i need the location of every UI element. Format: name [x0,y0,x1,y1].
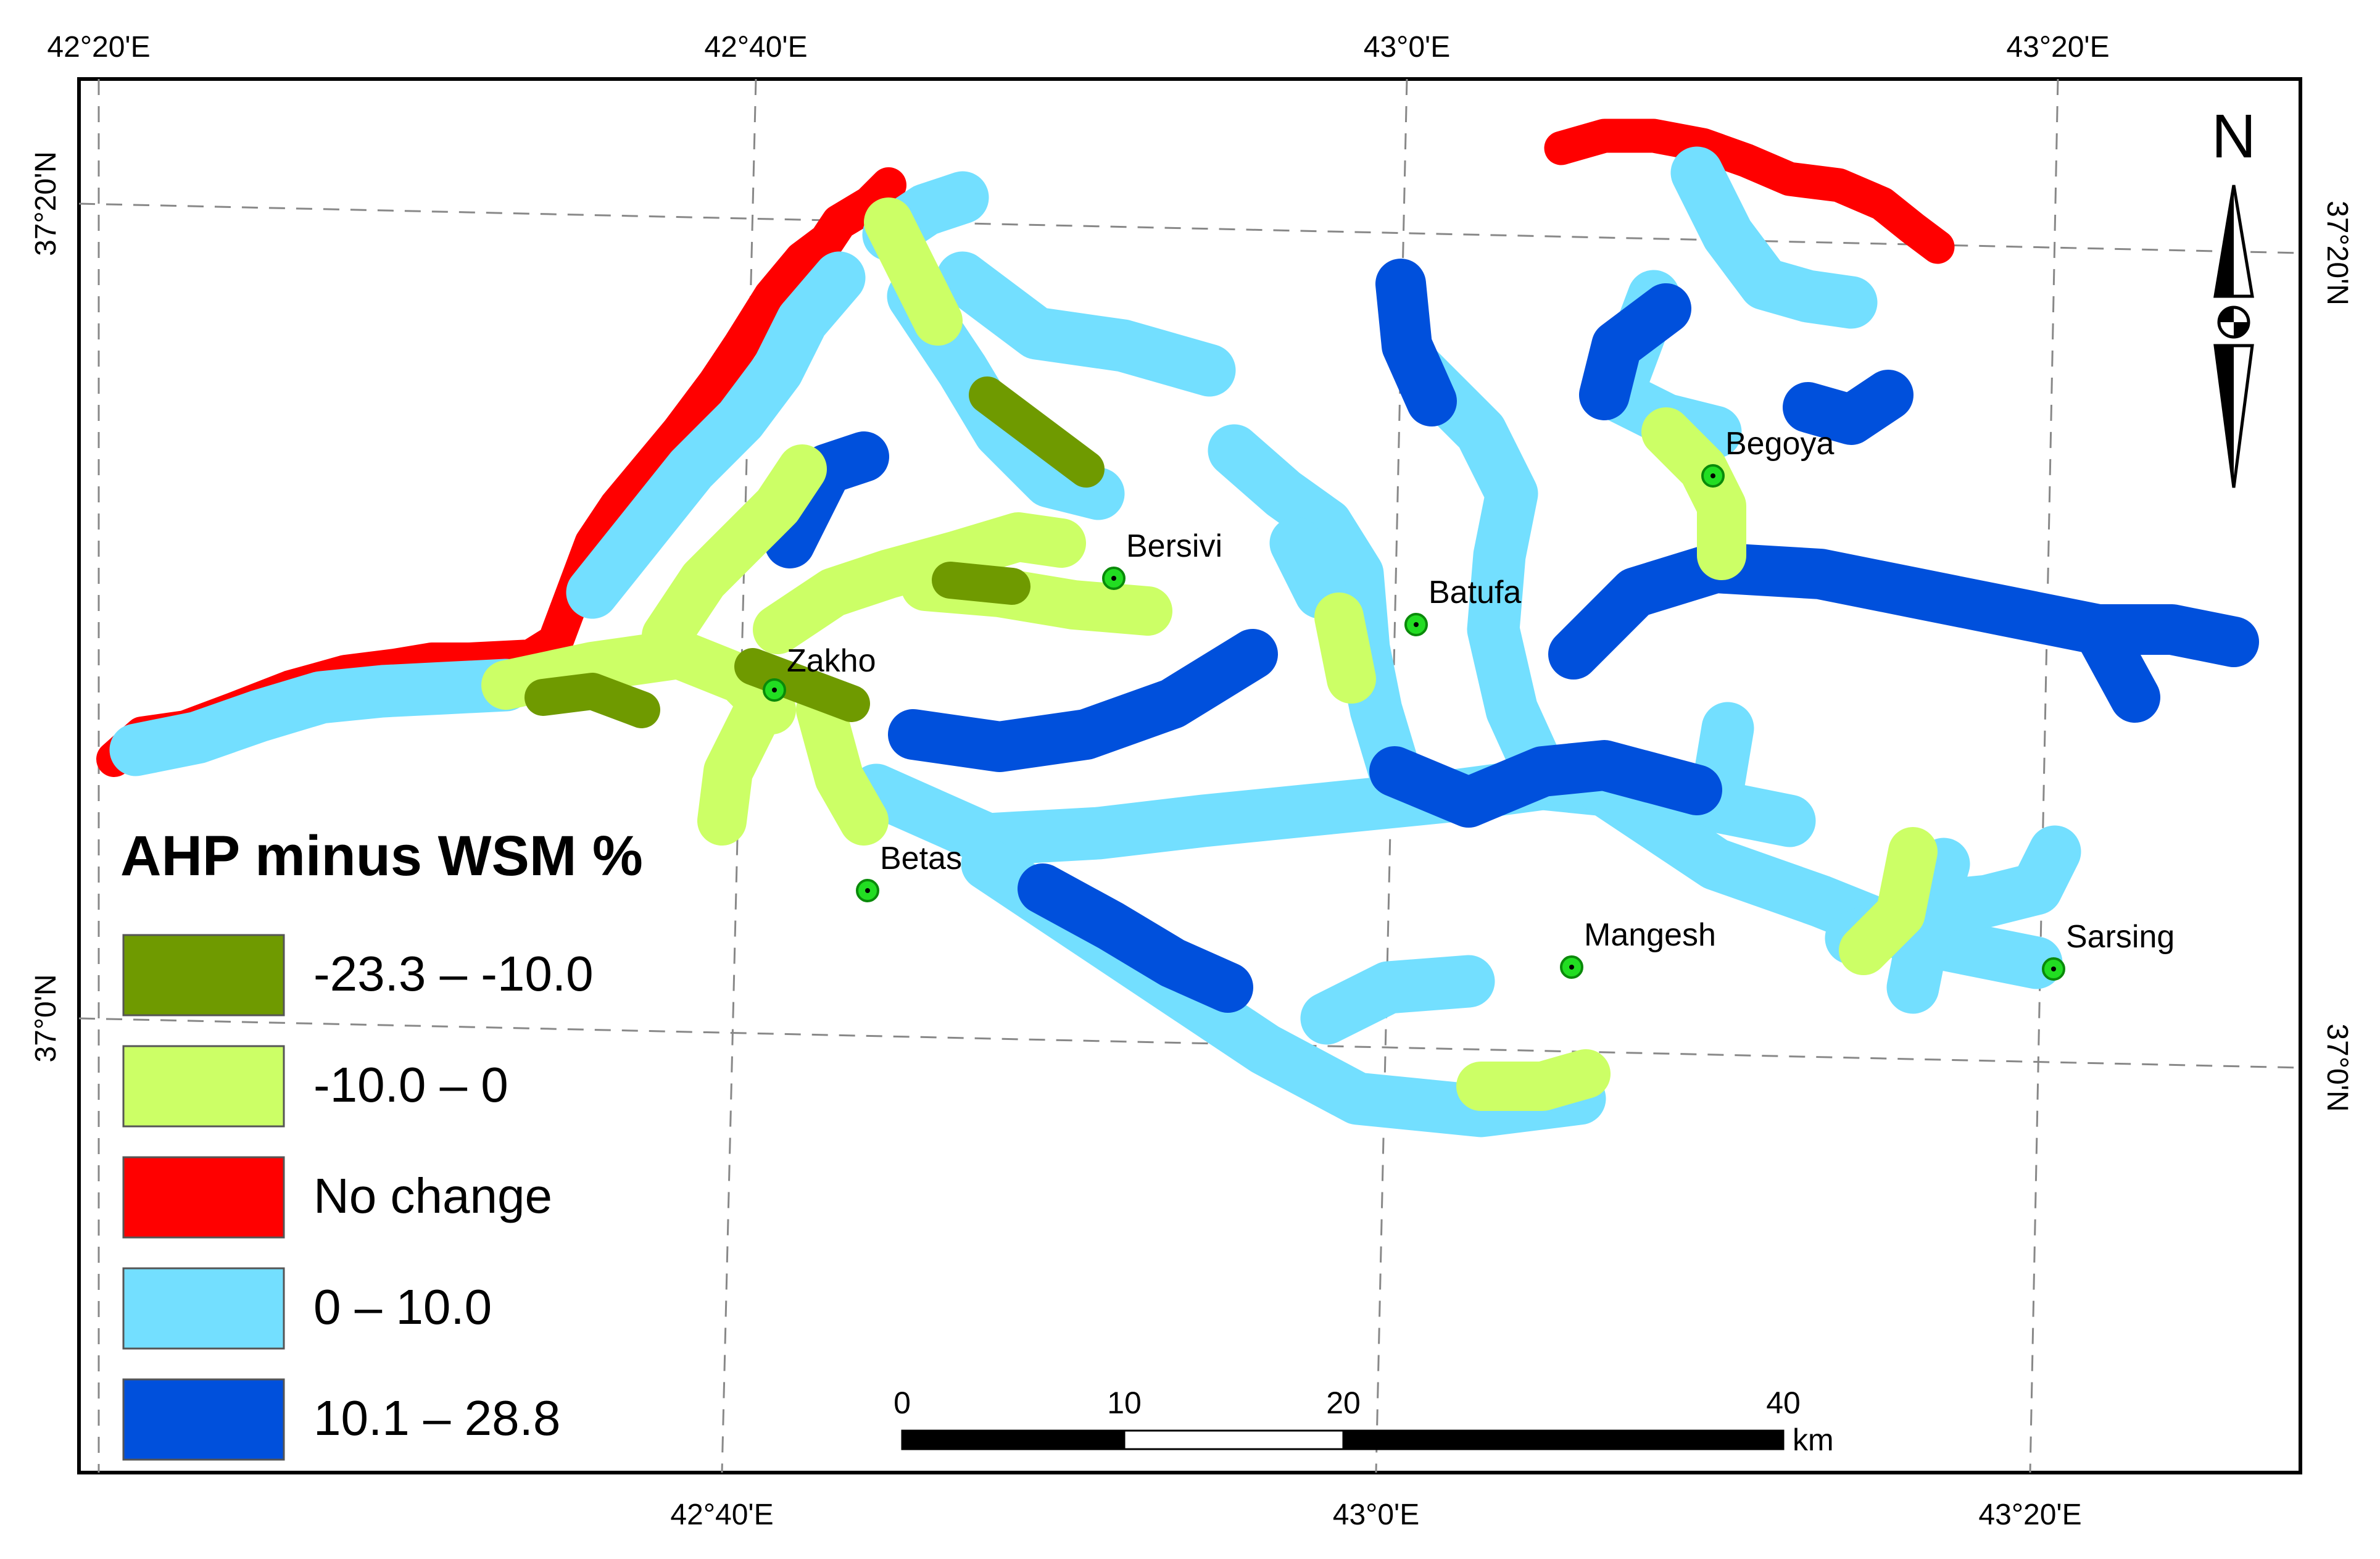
legend-label: 10.1 – 28.8 [313,1391,560,1445]
parallel-37-00 [78,1017,2301,1069]
legend-label: 0 – 10.0 [313,1279,492,1334]
meridian-43-20 [2029,78,2059,1473]
buffer-green-zakho-west [525,673,660,728]
buffer-yg-sarsing-left [1839,827,1938,975]
legend-label: No change [313,1168,552,1223]
place-label-zakho: Zakho [787,643,876,679]
bottom-lon-label: 42°40'E [670,1499,773,1531]
buffer-blue-east-lower [2073,604,2160,723]
buffer-lightblue-west-strip [109,659,533,776]
legend-label: -10.0 – 0 [313,1057,508,1112]
north-arrow-label: N [2212,102,2256,171]
legend-swatch [122,1045,285,1128]
legend-items: -23.3 – -10.0 -10.0 – 0 No change 0 – 10.0 1… [122,934,594,1461]
buffer-yg-south-end [1456,1049,1611,1111]
buffer-red-northeast [1544,118,1955,264]
left-lat-label: 37°0'N [30,974,62,1062]
bottom-lon-label: 43°20'E [1978,1499,2081,1531]
scale-bar-seg-3 [1342,1429,1785,1450]
buffer-yg-north-branch [864,197,963,346]
places-layer: Zakho Bersivi Batufa Begoya Betas Mangesh Sars… [763,426,2175,981]
buffer-green-zakho-core [734,648,870,722]
right-lat-label: 37°20'N [2321,201,2353,306]
buffer-lightblue-nw-edge [566,251,866,619]
buffer-lightblue-north2 [887,270,1125,520]
buffer-blue-batufa-north [1375,259,1457,426]
legend-swatch [122,934,285,1016]
buffer-blue-south-left [1018,863,1253,1013]
buffer-blue-ne-right [1783,370,1914,445]
buffer-lightblue-southeast [1578,763,2063,989]
north-arrow-center-quarter [2219,307,2234,322]
legend-label: -23.3 – -10.0 [313,946,594,1001]
legend: AHP minus WSM % -23.3 – -10.0 -10.0 – 0 No… [120,825,643,1461]
buffer-yg-zakho-s [796,685,889,846]
place-marker-center [1710,473,1715,478]
north-arrow-upper-shade [2215,185,2234,296]
scale-bar-seg-1 [901,1429,1126,1450]
place-label-sarsing: Sarsing [2066,919,2175,955]
top-lon-label: 42°40'E [704,31,807,64]
legend-swatch [122,1267,285,1350]
buffer-lightblue-north3 [936,251,1236,397]
left-lat-label: 37°20'N [30,151,62,256]
scale-unit-label: km [1793,1423,1834,1457]
buffer-lightblue-center-north [1208,424,1421,798]
legend-swatch [122,1156,285,1239]
buffer-lightblue-ne-upper [1670,146,1878,329]
buffer-lightblue-batufa-east [1393,344,1569,804]
buffer-blue-ne-arm [1579,283,1691,420]
buffer-green-north [969,376,1105,488]
top-lon-label: 42°20'E [47,31,150,64]
buffer-lightblue-center2 [1269,517,1347,619]
right-lat-label: 37°0'N [2321,1023,2353,1112]
north-arrow-center-quarter2 [2234,322,2249,337]
buffer-yg-zakho-sw [697,685,784,846]
buffer-yg-center [1314,592,1376,704]
scale-tick-label: 10 [1107,1386,1142,1420]
place-label-mangesh: Mangesh [1584,917,1716,953]
buffer-green-bersivi [932,562,1030,605]
place-marker-center [865,888,870,893]
place-label-batufa: Batufa [1428,575,1521,610]
scale-tick-label: 0 [894,1386,911,1420]
place-label-betas: Betas [880,841,962,876]
place-marker-center [2051,967,2056,971]
place-marker-center [1569,965,1574,970]
buffer-blue-center-junction [1369,740,1722,828]
buffer-yg-zakho-nw [642,444,827,660]
bottom-lon-label: 43°0'E [1333,1499,1419,1531]
buffer-lightblue-sarsing-branch [1886,838,1970,1014]
north-arrow: N [2212,102,2256,488]
place-marker-center [772,688,777,692]
place-label-begoya: Begoya [1725,426,1834,462]
scale-bar-seg-2 [1123,1429,1345,1450]
scale-bar: 0 10 20 40 km [894,1386,1834,1457]
buffer-yg-begoya [1641,407,1746,580]
top-lon-label: 43°0'E [1364,31,1450,64]
buffer-lightblue-south-branch [1300,955,1495,1045]
buffer-blue-betas-east [888,629,1278,772]
place-marker-center [1111,576,1116,581]
place-label-bersivi: Bersivi [1126,528,1222,564]
north-arrow-lower-shade [2215,346,2234,488]
legend-title: AHP minus WSM % [120,825,643,888]
graticule-labels: 42°20'E 42°40'E 43°0'E 43°20'E 42°40'E 4… [30,31,2353,1531]
place-marker-center [1414,622,1419,627]
legend-swatch [122,1378,285,1461]
buffer-blue-begoya-east [1548,543,2259,680]
scale-tick-label: 20 [1326,1386,1361,1420]
buffer-network [96,118,2259,1137]
top-lon-label: 43°20'E [2006,31,2109,64]
scale-tick-label: 40 [1766,1386,1801,1420]
map-frame [77,77,2302,1474]
